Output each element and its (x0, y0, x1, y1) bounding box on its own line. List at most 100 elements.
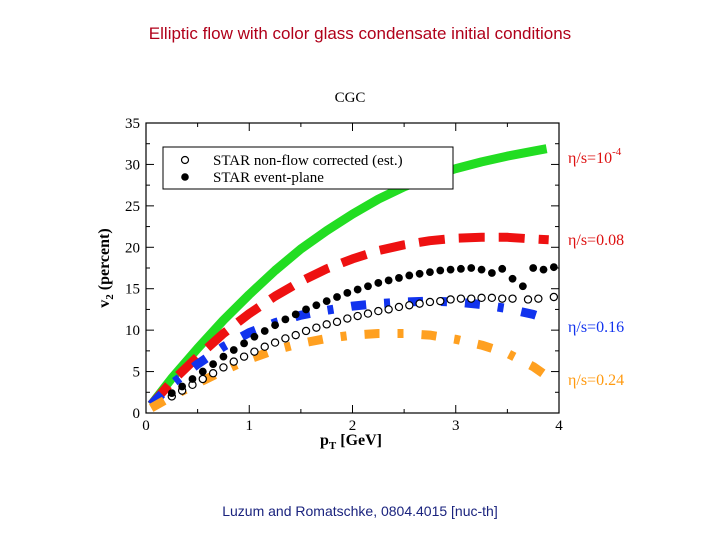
y-axis-label-sub: 2 (104, 294, 116, 300)
event-plane-data-point (405, 271, 414, 280)
curve-label-eta: η (568, 232, 576, 249)
x-axis-label: pT [GeV] (320, 432, 382, 452)
nonflow-data-point (208, 369, 218, 378)
nonflow-data-point (456, 294, 466, 303)
nonflow-data-point (498, 294, 507, 303)
x-tick-label: 0 (142, 418, 150, 434)
curve-labels: η/s=10-4η/s=0.08η/s=0.16η/s=0.24 (568, 146, 624, 389)
event-plane-data-point (302, 305, 310, 314)
nonflow-data-point (394, 302, 404, 312)
nonflow-data-point (425, 297, 435, 307)
nonflow-data-point (363, 309, 373, 318)
event-plane-data-point (260, 327, 269, 335)
nonflow-data-point (534, 294, 543, 303)
event-plane-data-point (322, 297, 331, 306)
event-plane-data-point (198, 367, 207, 376)
nonflow-data-point (467, 294, 476, 303)
event-plane-data-point (498, 264, 507, 273)
curve-label-superscript: -4 (612, 146, 622, 158)
y-tick-label: 0 (133, 406, 141, 422)
event-plane-data-point (229, 346, 238, 354)
y-tick-label: 20 (125, 240, 140, 256)
event-plane-data-point (188, 375, 197, 383)
event-plane-data-point (167, 389, 176, 398)
nonflow-data-point (229, 357, 238, 366)
nonflow-data-point (219, 363, 228, 372)
curve-label: η/s=0.08 (568, 232, 624, 249)
legend: STAR non-flow corrected (est.) STAR even… (162, 146, 454, 190)
nonflow-data-point (374, 306, 383, 316)
nonflow-data-point (353, 311, 362, 321)
nonflow-data-point (508, 294, 517, 303)
x-tick-label: 1 (246, 418, 254, 434)
nonflow-data-point (436, 296, 445, 306)
curve-label-text: /s=10 (576, 150, 612, 167)
legend-label-event-plane: STAR event-plane (213, 170, 324, 186)
event-plane-data-point (395, 274, 403, 282)
nonflow-data-point (477, 293, 486, 303)
event-plane-data-point (477, 265, 486, 274)
event-plane-data-point (374, 279, 383, 287)
event-plane-data-point (384, 276, 393, 285)
curve-label: η/s=10-4 (568, 146, 622, 167)
y-tick-label: 35 (125, 116, 140, 132)
nonflow-data-point (332, 317, 342, 327)
nonflow-data-point (487, 293, 497, 303)
nonflow-data-point (198, 374, 207, 384)
nonflow-data-point (260, 342, 269, 351)
event-plane-data-point (426, 268, 434, 277)
x-axis-label-unit: [GeV] (336, 432, 382, 449)
nonflow-data-point (312, 323, 321, 332)
nonflow-data-point (549, 292, 559, 302)
chart-title: CGC (335, 90, 366, 106)
event-plane-data-point (333, 293, 341, 301)
event-plane-data-point (467, 264, 476, 272)
curve-label-text: /s=0.08 (576, 232, 624, 249)
nonflow-data-point (415, 299, 424, 308)
y-tick-label: 30 (125, 157, 140, 173)
legend-filled-circle-marker (181, 173, 189, 181)
curve-label: η/s=0.16 (568, 319, 624, 336)
nonflow-data-point (523, 295, 533, 304)
slide-title: Elliptic flow with color glass condensat… (148, 24, 572, 43)
nonflow-data-point (322, 320, 331, 329)
event-plane-data-point (364, 282, 372, 291)
x-tick-label: 3 (452, 418, 460, 434)
y-axis-label-main: v (96, 300, 113, 308)
event-plane-data-point (436, 266, 445, 275)
x-tick-label: 2 (349, 418, 357, 434)
curve-eta-s-10-4 (147, 144, 548, 408)
event-plane-data-point (353, 285, 362, 294)
citation: Luzum and Romatschke, 0804.4015 [nuc-th] (222, 503, 498, 519)
curve-label-eta: η (568, 150, 576, 167)
event-plane-data-point (240, 339, 248, 348)
curve-eta-s-0-16 (148, 296, 551, 408)
legend-open-circle-marker (180, 155, 190, 165)
event-plane-data-point (178, 382, 187, 391)
curve-label-eta: η (568, 372, 576, 389)
y-tick-label: 25 (125, 199, 140, 215)
x-axis-label-main: p (320, 432, 329, 449)
y-tick-label: 15 (125, 282, 140, 298)
event-plane-data-point (508, 274, 517, 283)
event-plane-data-point (219, 352, 228, 361)
event-plane-data-point (518, 282, 527, 291)
plot-frame (145, 122, 560, 414)
curve-label-text: /s=0.16 (576, 319, 624, 336)
legend-label-nonflow: STAR non-flow corrected (est.) (213, 153, 403, 169)
event-plane-data-point (271, 321, 279, 330)
curve-label-eta: η (568, 319, 576, 336)
event-plane-data-point (487, 269, 496, 277)
nonflow-data-point (270, 338, 280, 347)
event-plane-data-point (549, 263, 558, 272)
event-plane-data-point (457, 264, 465, 273)
nonflow-data-point (384, 305, 393, 314)
event-plane-data-point (415, 269, 424, 278)
curve-label-text: /s=0.24 (576, 372, 624, 389)
y-tick-label: 10 (125, 323, 140, 339)
nonflow-data-point (239, 352, 249, 361)
nonflow-data-point (301, 326, 311, 336)
y-axis-label-unit: (percent) (96, 228, 113, 294)
nonflow-data-point (291, 330, 300, 340)
nonflow-data-point (250, 347, 259, 356)
